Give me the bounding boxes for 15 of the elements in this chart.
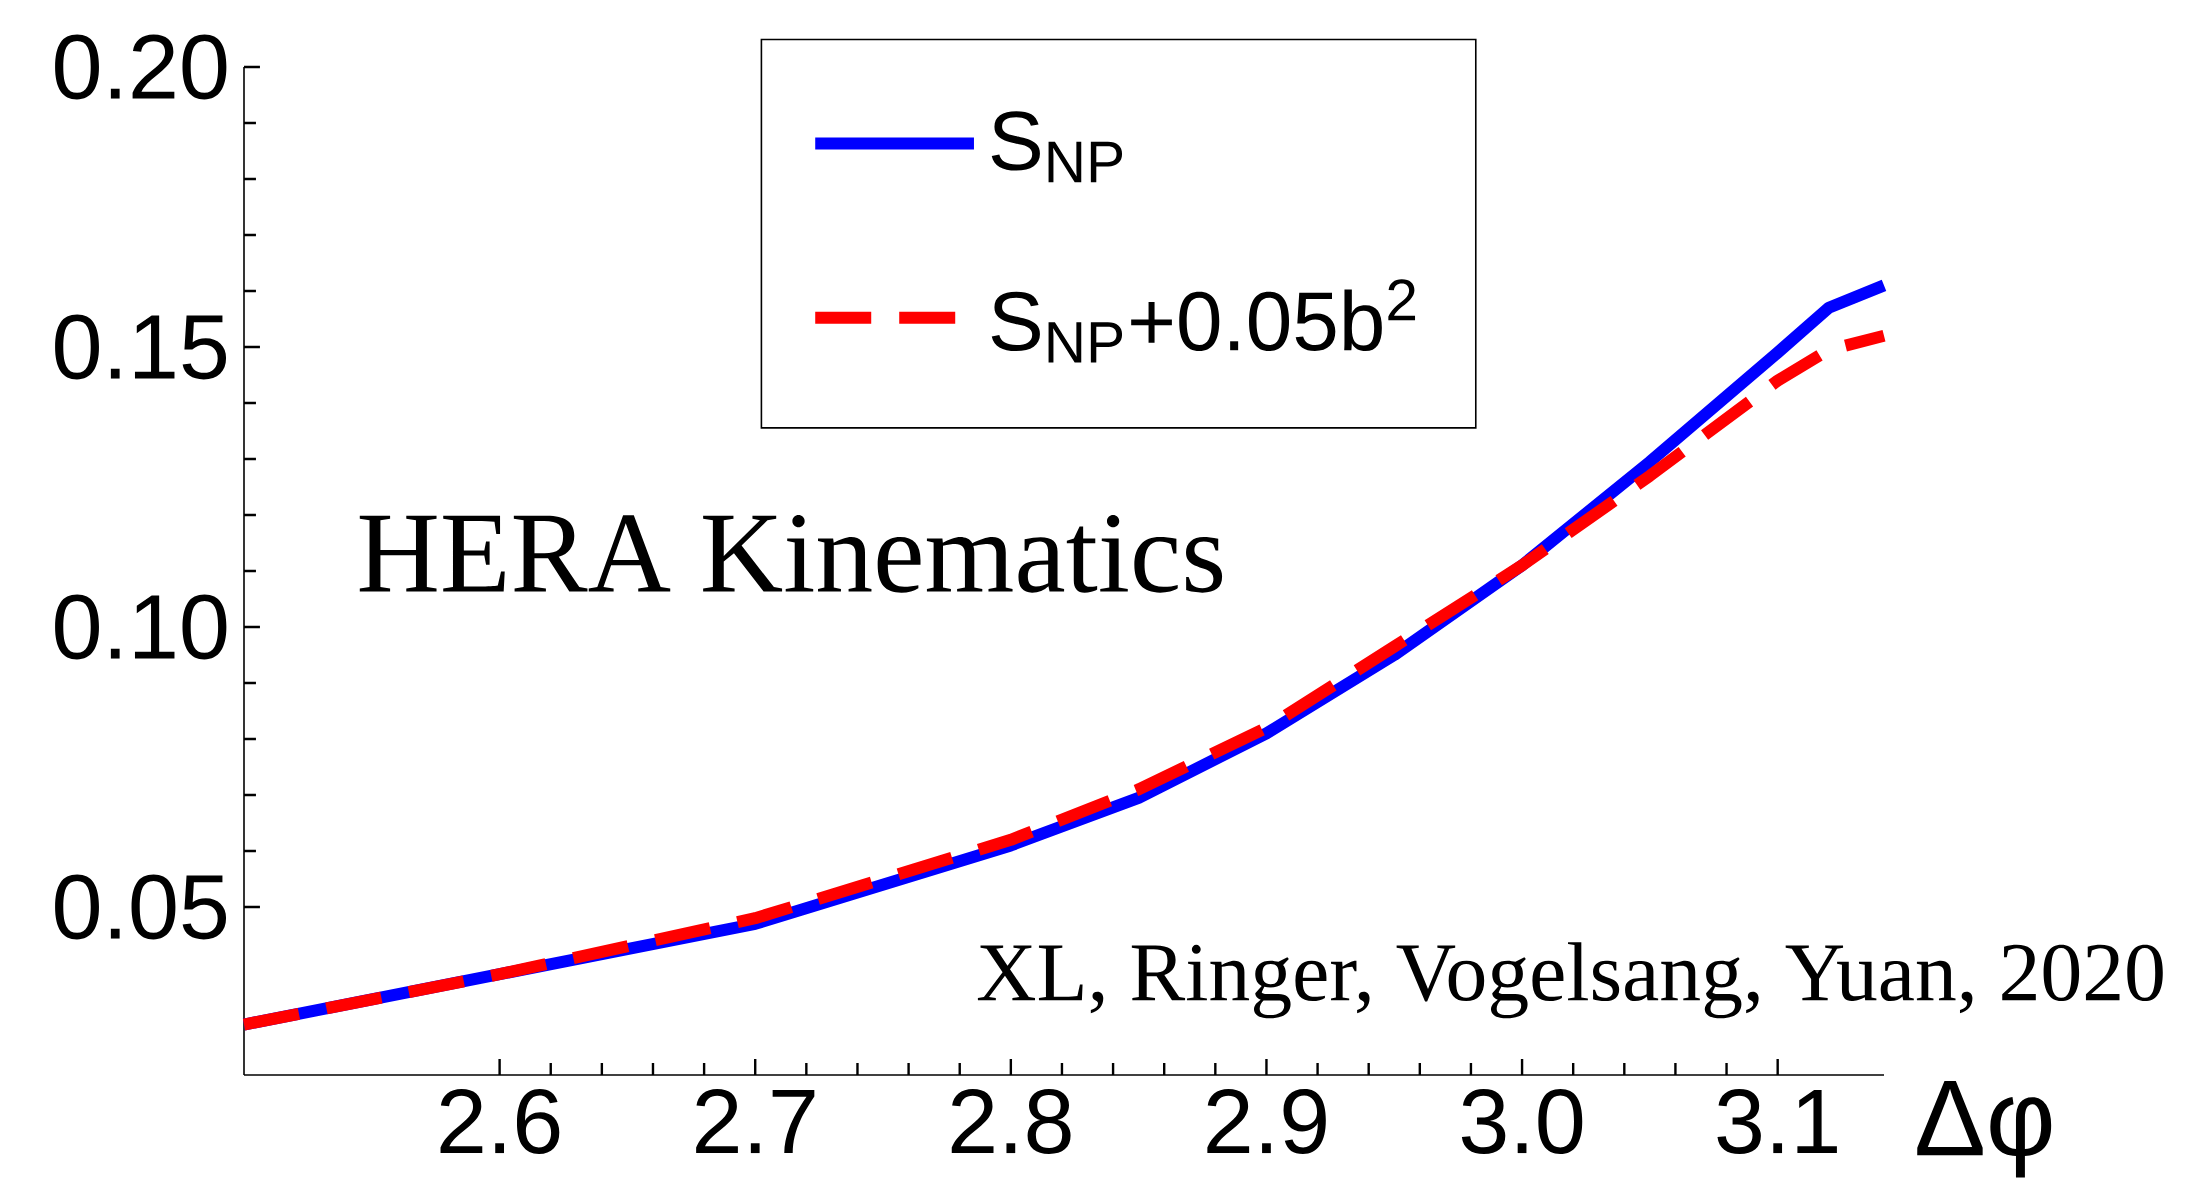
x-tick-label: 2.7 bbox=[696, 1089, 815, 1154]
x-tick-label: 2.8 bbox=[951, 1089, 1071, 1154]
x-tick-label: 3.1 bbox=[1717, 1089, 1837, 1154]
x-axis-title: Δφ bbox=[1917, 1081, 2052, 1178]
annotation: XL, Ringer, Vogelsang, Yuan, 2020 bbox=[977, 942, 2163, 1019]
legend-label: S$_{NP}$ bbox=[991, 111, 1123, 183]
x-tick-label: 2.9 bbox=[1207, 1089, 1326, 1154]
y-tick-label: 0.20 bbox=[55, 34, 227, 100]
x-tick-label: 3.0 bbox=[1461, 1089, 1583, 1154]
annotation: HERA Kinematics bbox=[359, 515, 1223, 593]
legend-label: S$_{NP}$+0.05b$^{2}$ bbox=[991, 279, 1416, 363]
y-tick-label: 0.15 bbox=[55, 314, 227, 380]
x-tick-label: 2.6 bbox=[440, 1089, 560, 1154]
y-tick-label: 0.05 bbox=[55, 874, 227, 940]
y-tick-label: 0.10 bbox=[55, 594, 227, 660]
